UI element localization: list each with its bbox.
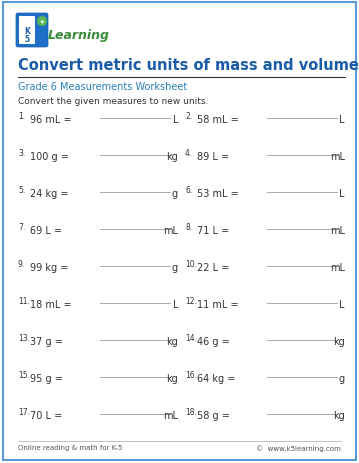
Text: mL: mL: [163, 410, 178, 420]
Text: 53 mL =: 53 mL =: [197, 188, 239, 199]
Text: 70 L =: 70 L =: [30, 410, 62, 420]
Text: kg: kg: [166, 152, 178, 162]
Text: kg: kg: [166, 373, 178, 383]
Text: L: L: [173, 115, 178, 125]
Text: 99 kg =: 99 kg =: [30, 263, 68, 272]
Text: 89 L =: 89 L =: [197, 152, 229, 162]
Text: 18.: 18.: [185, 407, 197, 416]
Text: L: L: [340, 115, 345, 125]
Text: 18 mL =: 18 mL =: [30, 300, 72, 309]
Text: 10.: 10.: [185, 259, 197, 269]
Text: 14.: 14.: [185, 333, 197, 342]
Text: mL: mL: [330, 152, 345, 162]
Text: g: g: [172, 188, 178, 199]
Text: kg: kg: [333, 336, 345, 346]
Text: L: L: [340, 300, 345, 309]
Text: ©  www.k5learning.com: © www.k5learning.com: [256, 444, 341, 450]
Text: ✦: ✦: [40, 19, 44, 25]
Text: 46 g =: 46 g =: [197, 336, 230, 346]
Text: 37 g =: 37 g =: [30, 336, 63, 346]
Text: K: K: [24, 26, 30, 36]
Text: L: L: [340, 188, 345, 199]
Text: Online reading & math for K-5: Online reading & math for K-5: [18, 444, 122, 450]
Text: 22 L =: 22 L =: [197, 263, 229, 272]
Text: g: g: [172, 263, 178, 272]
Text: g: g: [339, 373, 345, 383]
Text: 6.: 6.: [185, 186, 192, 194]
Text: Grade 6 Measurements Worksheet: Grade 6 Measurements Worksheet: [18, 82, 187, 92]
Text: mL: mL: [330, 263, 345, 272]
Text: 5: 5: [24, 34, 29, 44]
Text: 24 kg =: 24 kg =: [30, 188, 69, 199]
Text: 17.: 17.: [18, 407, 30, 416]
Text: Learning: Learning: [48, 30, 110, 43]
Text: 1.: 1.: [18, 112, 25, 121]
Text: 7.: 7.: [18, 223, 25, 232]
Text: 15.: 15.: [18, 370, 30, 379]
Text: 58 mL =: 58 mL =: [197, 115, 239, 125]
FancyBboxPatch shape: [16, 14, 48, 48]
Text: mL: mL: [163, 225, 178, 236]
Text: kg: kg: [333, 410, 345, 420]
FancyBboxPatch shape: [3, 3, 356, 460]
Text: 4.: 4.: [185, 149, 192, 158]
Text: 11.: 11.: [18, 296, 30, 305]
Text: L: L: [173, 300, 178, 309]
Text: 12.: 12.: [185, 296, 197, 305]
Text: 9.: 9.: [18, 259, 25, 269]
Text: 95 g =: 95 g =: [30, 373, 63, 383]
Text: 2.: 2.: [185, 112, 192, 121]
Text: 58 g =: 58 g =: [197, 410, 230, 420]
Text: Convert metric units of mass and volume: Convert metric units of mass and volume: [18, 58, 359, 73]
Text: 13.: 13.: [18, 333, 30, 342]
Text: 96 mL =: 96 mL =: [30, 115, 72, 125]
Text: kg: kg: [166, 336, 178, 346]
Text: 5.: 5.: [18, 186, 25, 194]
Text: 64 kg =: 64 kg =: [197, 373, 236, 383]
Text: 100 g =: 100 g =: [30, 152, 69, 162]
Text: 3.: 3.: [18, 149, 25, 158]
Text: 8.: 8.: [185, 223, 192, 232]
Text: 69 L =: 69 L =: [30, 225, 62, 236]
Text: 16.: 16.: [185, 370, 197, 379]
Text: mL: mL: [330, 225, 345, 236]
Text: 11 mL =: 11 mL =: [197, 300, 239, 309]
Text: Convert the given measures to new units.: Convert the given measures to new units.: [18, 97, 208, 106]
Circle shape: [37, 17, 47, 27]
Text: 71 L =: 71 L =: [197, 225, 229, 236]
FancyBboxPatch shape: [19, 17, 35, 45]
